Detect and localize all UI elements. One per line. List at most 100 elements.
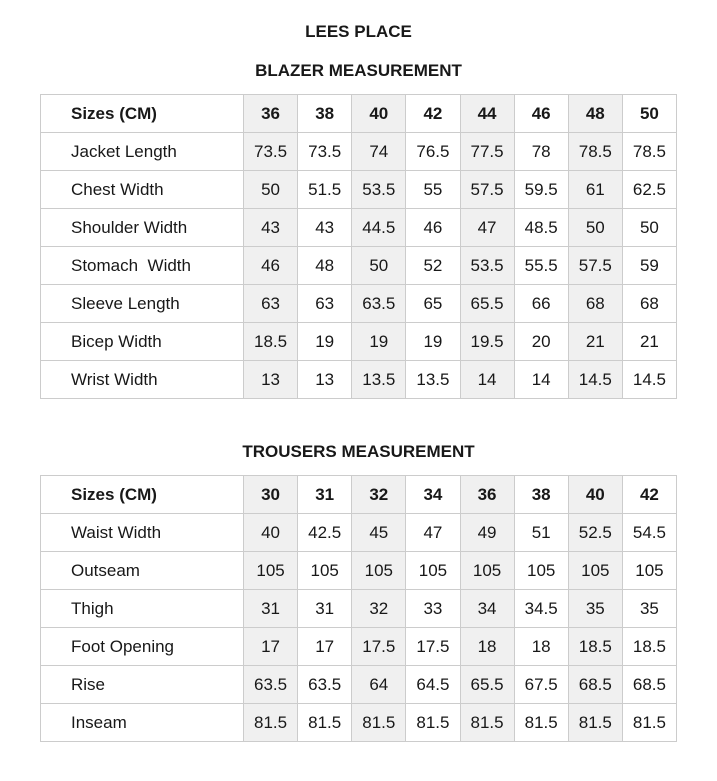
row-label-cell: Bicep Width (40, 322, 244, 361)
value-cell: 14 (513, 360, 569, 399)
blazer-section-title: BLAZER MEASUREMENT (255, 61, 462, 80)
value-cell: 50 (242, 170, 299, 209)
value-cell: 105 (405, 551, 461, 590)
value-cell: 14.5 (567, 360, 623, 399)
value-cell: 66 (513, 284, 569, 323)
value-cell: 50 (351, 246, 407, 285)
value-cell: 52.5 (567, 513, 623, 552)
measurement-row: Rise 63.5 63.5 64 64.5 65.5 67.5 68.5 68.5 (40, 665, 678, 704)
trousers-section-title: TROUSERS MEASUREMENT (242, 442, 475, 461)
size-header-cell: 38 (513, 475, 569, 514)
value-cell: 78 (513, 132, 569, 171)
value-cell: 44.5 (351, 208, 407, 247)
row-label-cell: Waist Width (40, 513, 244, 552)
value-cell: 59 (621, 246, 678, 285)
value-cell: 48 (297, 246, 353, 285)
value-cell: 81.5 (351, 703, 407, 742)
measurement-row: Wrist Width 13 13 13.5 13.5 14 14 14.5 14.5 (40, 360, 678, 399)
value-cell: 74 (351, 132, 407, 171)
value-cell: 78.5 (567, 132, 623, 171)
value-cell: 63 (297, 284, 353, 323)
row-label-cell: Chest Width (40, 170, 244, 209)
value-cell: 57.5 (459, 170, 515, 209)
value-cell: 19.5 (459, 322, 515, 361)
measurement-row: Shoulder Width 43 43 44.5 46 47 48.5 50 50 (40, 208, 678, 247)
value-cell: 47 (405, 513, 461, 552)
value-cell: 78.5 (621, 132, 678, 171)
value-cell: 105 (513, 551, 569, 590)
row-label-cell: Thigh (40, 589, 244, 628)
value-cell: 18 (513, 627, 569, 666)
value-cell: 55 (405, 170, 461, 209)
value-cell: 59.5 (513, 170, 569, 209)
value-cell: 43 (242, 208, 299, 247)
value-cell: 81.5 (621, 703, 678, 742)
value-cell: 63 (242, 284, 299, 323)
value-cell: 81.5 (405, 703, 461, 742)
size-header-cell: 50 (621, 94, 678, 133)
value-cell: 21 (567, 322, 623, 361)
value-cell: 62.5 (621, 170, 678, 209)
blazer-size-table: Sizes (CM) 36 38 40 42 44 46 48 50 Jacket Length 7… (40, 94, 678, 399)
row-label-cell: Outseam (40, 551, 244, 590)
value-cell: 32 (351, 589, 407, 628)
value-cell: 13 (297, 360, 353, 399)
value-cell: 31 (242, 589, 299, 628)
measurement-row: Chest Width 50 51.5 53.5 55 57.5 59.5 61 62.5 (40, 170, 678, 209)
size-header-cell: 30 (242, 475, 299, 514)
value-cell: 13 (242, 360, 299, 399)
value-cell: 17.5 (351, 627, 407, 666)
value-cell: 63.5 (351, 284, 407, 323)
value-cell: 81.5 (513, 703, 569, 742)
value-cell: 46 (405, 208, 461, 247)
value-cell: 42.5 (297, 513, 353, 552)
value-cell: 105 (297, 551, 353, 590)
value-cell: 76.5 (405, 132, 461, 171)
value-cell: 67.5 (513, 665, 569, 704)
row-label-cell: Sleeve Length (40, 284, 244, 323)
size-header-cell: 38 (297, 94, 353, 133)
value-cell: 13.5 (351, 360, 407, 399)
value-cell: 18.5 (567, 627, 623, 666)
measurement-row: Thigh 31 31 32 33 34 34.5 35 35 (40, 589, 678, 628)
size-header-cell: 42 (621, 475, 678, 514)
value-cell: 50 (621, 208, 678, 247)
value-cell: 105 (351, 551, 407, 590)
value-cell: 34.5 (513, 589, 569, 628)
measurement-row: Outseam 105 105 105 105 105 105 105 105 (40, 551, 678, 590)
size-header-cell: 32 (351, 475, 407, 514)
size-guide-page: LEES PLACE BLAZER MEASUREMENT Sizes (CM)… (40, 23, 678, 742)
value-cell: 68 (621, 284, 678, 323)
value-cell: 105 (621, 551, 678, 590)
value-cell: 35 (567, 589, 623, 628)
size-header-cell: 42 (405, 94, 461, 133)
value-cell: 65 (405, 284, 461, 323)
value-cell: 17.5 (405, 627, 461, 666)
value-cell: 51.5 (297, 170, 353, 209)
value-cell: 68 (567, 284, 623, 323)
value-cell: 81.5 (297, 703, 353, 742)
value-cell: 49 (459, 513, 515, 552)
row-label-cell: Rise (40, 665, 244, 704)
value-cell: 65.5 (459, 284, 515, 323)
value-cell: 33 (405, 589, 461, 628)
value-cell: 105 (459, 551, 515, 590)
measurement-row: Bicep Width 18.5 19 19 19 19.5 20 21 21 (40, 322, 678, 361)
value-cell: 21 (621, 322, 678, 361)
table-header-row: Sizes (CM) 30 31 32 34 36 38 40 42 (40, 475, 678, 514)
row-label-cell: Wrist Width (40, 360, 244, 399)
value-cell: 47 (459, 208, 515, 247)
value-cell: 81.5 (567, 703, 623, 742)
value-cell: 35 (621, 589, 678, 628)
value-cell: 19 (351, 322, 407, 361)
value-cell: 52 (405, 246, 461, 285)
value-cell: 14 (459, 360, 515, 399)
header-label-cell: Sizes (CM) (40, 475, 244, 514)
row-label-cell: Stomach Width (40, 246, 244, 285)
value-cell: 18.5 (621, 627, 678, 666)
value-cell: 54.5 (621, 513, 678, 552)
value-cell: 105 (242, 551, 299, 590)
trousers-size-table: Sizes (CM) 30 31 32 34 36 38 40 42 Waist Width 40 4… (40, 475, 678, 742)
value-cell: 81.5 (242, 703, 299, 742)
value-cell: 18.5 (242, 322, 299, 361)
